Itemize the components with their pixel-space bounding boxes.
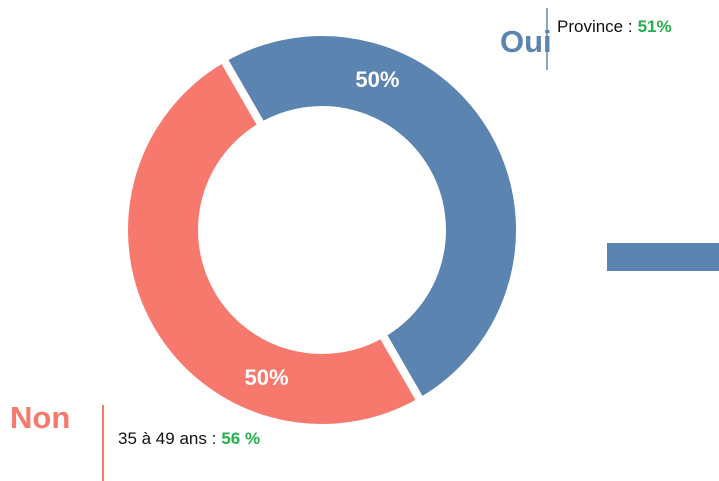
decor-bar [607, 243, 719, 271]
annotation-label: Province : [557, 17, 633, 36]
slice [120, 53, 427, 432]
category-label: Non [10, 400, 70, 435]
data-label: 50% [355, 67, 399, 92]
annotation: 35 à 49 ans : 56 % [118, 429, 260, 448]
annotation: Province : 51% [557, 17, 672, 36]
data-label: 50% [245, 365, 289, 390]
annotation-value: 51% [638, 17, 672, 36]
annotation-label: 35 à 49 ans : [118, 429, 216, 448]
category-label: Oui [500, 24, 552, 59]
slice [217, 28, 524, 407]
annotation-value: 56 % [221, 429, 260, 448]
